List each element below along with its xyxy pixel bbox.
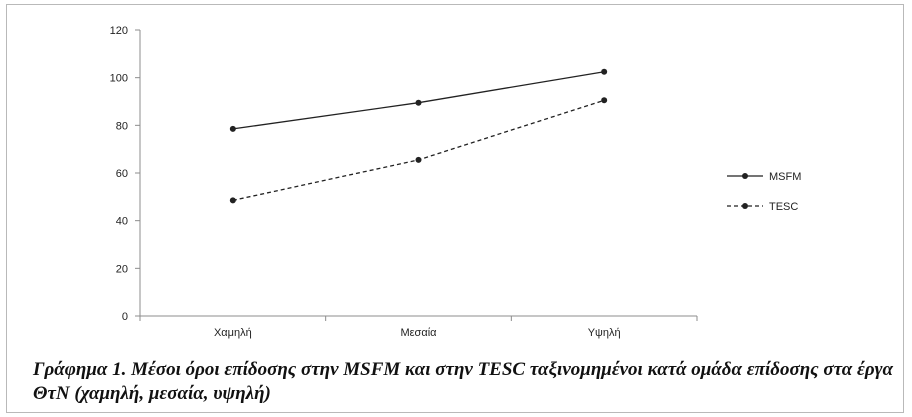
x-tick-label: Χαμηλή <box>214 327 252 339</box>
legend-label-msfm: MSFM <box>769 171 801 183</box>
data-point-msfm <box>229 125 236 132</box>
legend-marker-msfm <box>742 173 748 179</box>
data-point-msfm <box>415 99 422 106</box>
figure-frame: 0 20 40 60 80 100 120 Χαμηλή Μεσαία Υψηλή MSFM TE… <box>6 4 904 413</box>
data-point-tesc <box>415 156 422 163</box>
legend-label-tesc: TESC <box>769 201 798 213</box>
x-axis: Χαμηλή Μεσαία Υψηλή <box>139 315 698 339</box>
series-layer <box>229 68 608 204</box>
data-point-tesc <box>229 197 236 204</box>
x-tick-label: Μεσαία <box>400 327 437 339</box>
y-axis: 0 20 40 60 80 100 120 <box>110 25 141 323</box>
y-tick-label: 0 <box>122 311 128 323</box>
series-line-tesc <box>232 99 605 202</box>
y-tick-label: 20 <box>116 263 128 275</box>
legend: MSFM TESC <box>727 171 801 213</box>
y-tick-label: 60 <box>116 168 128 180</box>
legend-marker-tesc <box>742 203 748 209</box>
x-tick-label: Υψηλή <box>588 327 621 339</box>
y-tick-label: 120 <box>110 25 128 37</box>
line-chart: 0 20 40 60 80 100 120 Χαμηλή Μεσαία Υψηλή MSFM TE… <box>110 25 802 339</box>
data-point-tesc <box>601 97 608 104</box>
figure-caption: Γράφημα 1. Μέσοι όροι επίδοσης στην MSFM… <box>33 359 894 404</box>
data-point-msfm <box>601 68 608 75</box>
y-tick-label: 40 <box>116 216 128 228</box>
y-tick-label: 100 <box>110 73 128 85</box>
y-tick-label: 80 <box>116 120 128 132</box>
